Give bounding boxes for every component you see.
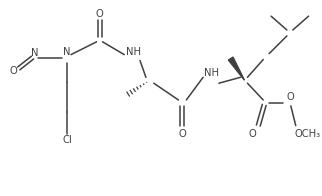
Text: N: N	[63, 47, 71, 57]
Text: O: O	[249, 130, 256, 140]
Text: O: O	[287, 92, 295, 102]
Polygon shape	[228, 57, 244, 80]
Text: OCH₃: OCH₃	[295, 130, 321, 140]
Text: Cl: Cl	[62, 135, 72, 145]
Text: O: O	[96, 9, 103, 19]
Text: O: O	[178, 130, 186, 140]
Text: O: O	[10, 66, 18, 76]
Text: N: N	[31, 48, 38, 58]
Text: NH: NH	[204, 68, 220, 78]
Text: NH: NH	[126, 47, 141, 57]
